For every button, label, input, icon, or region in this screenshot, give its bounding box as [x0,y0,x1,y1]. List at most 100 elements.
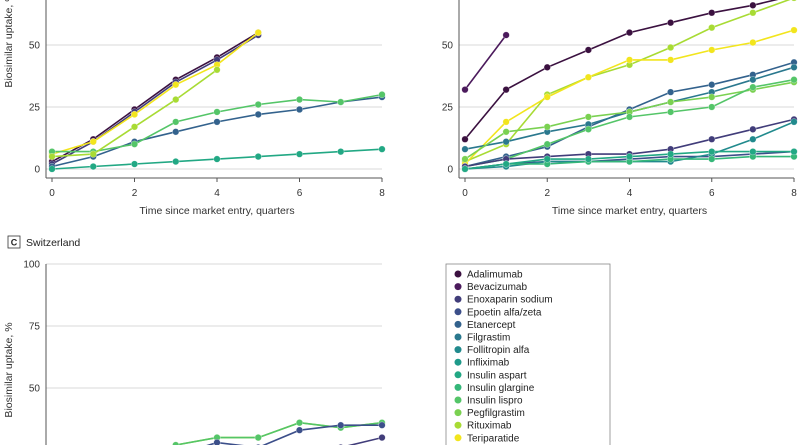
x-tick-label: 0 [49,188,55,199]
legend-label: Etanercept [467,320,516,331]
data-point-teriparatide [626,56,633,64]
data-point-rituximab [172,96,180,104]
legend-swatch [454,421,462,429]
legend-swatch [454,308,462,316]
y-tick-label: 0 [34,165,40,176]
data-point-follitropin-alfa [749,135,757,143]
data-point-rituximab [791,0,797,2]
data-point-etanercept [667,88,675,96]
data-point-insulin-lispro [254,101,262,108]
data-point-insulin-lispro [749,83,757,91]
data-point-rituximab [708,24,716,32]
x-tick-label: 2 [544,188,550,199]
data-point-insulin-aspart [461,165,469,173]
legend-label: Insulin lispro [467,396,523,407]
data-point-filgrastim [749,76,757,84]
data-point-insulin-aspart [667,150,675,158]
data-point-insulin-aspart [131,160,138,168]
panel-c-header: C Switzerland [7,235,80,249]
legend-swatch [454,320,462,328]
data-point-enoxaparin-sodium [708,135,716,143]
data-point-adalimumab [502,86,510,94]
data-point-adalimumab [584,46,592,54]
legend-swatch [454,409,462,417]
data-point-insulin-aspart [749,148,757,156]
legend-swatch [454,371,462,379]
legend-label: Insulin glargine [467,383,535,394]
data-point-insulin-aspart [790,148,798,156]
data-point-etanercept [708,81,716,89]
legend-swatch [454,383,462,391]
x-tick-label: 6 [709,188,715,199]
data-point-insulin-lispro [543,140,551,148]
data-point-insulin-aspart [172,158,180,166]
x-tick-label: 6 [297,188,303,199]
data-point-adalimumab [667,19,675,27]
panel-c-plot: 50 75 100 Biosimilar uptake, % [3,260,386,445]
legend-label: Bevacizumab [467,282,527,293]
panel-a-plot: 0 25 50 0 2 4 6 8 Time since market entry, quart… [3,0,386,217]
y-tick-label: 50 [442,41,454,52]
series-line-bevacizumab [464,34,507,91]
data-point-insulin-lispro [172,441,180,445]
data-point-pegfilgrastim [667,98,675,106]
data-point-rituximab [749,9,757,17]
data-point-insulin-lispro [296,96,303,104]
data-point-insulin-aspart [213,155,221,163]
data-point-follitropin-alfa [790,118,798,126]
legend-label: Epoetin alfa/zeta [467,307,542,318]
data-point-adalimumab [543,63,551,71]
data-point-insulin-aspart [296,150,303,158]
legend-swatch [454,396,462,404]
data-point-adalimumab [708,9,716,17]
data-point-insulin-aspart [626,153,633,161]
data-point-teriparatide [667,56,675,64]
x-tick-label: 0 [462,188,468,199]
data-point-insulin-lispro [708,103,716,111]
data-point-bevacizumab [502,31,510,39]
legend-label: Enoxaparin sodium [467,295,553,306]
legend-label: Insulin aspart [467,370,527,381]
x-tick-label: 8 [791,188,797,199]
y-tick-label: 75 [29,322,41,333]
data-point-rituximab [213,66,221,74]
data-point-etanercept [296,106,303,113]
data-point-insulin-lispro [172,118,180,126]
legend-label: Pegfilgrastim [467,408,525,419]
data-point-insulin-aspart [502,160,510,168]
data-point-pegfilgrastim [584,113,592,121]
x-axis-title: Time since market entry, quarters [139,205,294,217]
data-point-epoetin-alfa-zeta [378,421,386,429]
x-tick-label: 2 [132,188,138,199]
data-point-rituximab [131,123,138,131]
series-line-enoxaparin-sodium [51,34,259,165]
data-point-epoetin-alfa-zeta [337,421,345,429]
y-tick-label: 25 [442,103,454,114]
data-point-enoxaparin-sodium [749,125,757,133]
panel-c-letter-box [7,235,21,249]
y-tick-label: 100 [23,260,40,271]
legend-swatch [454,295,462,303]
legend-swatch [454,434,462,442]
data-point-enoxaparin-sodium [378,434,386,442]
y-axis-title: Biosimilar uptake, % [3,0,15,88]
data-point-bevacizumab [461,86,469,94]
data-point-rituximab [89,150,97,158]
data-point-teriparatide [584,73,592,81]
data-point-insulin-lispro [254,434,262,442]
data-point-insulin-lispro [296,419,303,427]
data-point-etanercept [213,118,221,126]
legend-label: Infliximab [467,358,510,369]
data-point-insulin-aspart [48,165,56,173]
data-point-insulin-aspart [584,155,592,163]
data-point-insulin-lispro [584,125,592,133]
data-point-insulin-lispro [667,108,675,116]
legend-swatch [454,283,462,291]
data-point-adalimumab [461,135,469,143]
legend-label: Rituximab [467,421,512,432]
data-point-insulin-aspart [89,163,97,170]
y-tick-label: 0 [447,165,453,176]
data-point-rituximab [48,153,56,161]
